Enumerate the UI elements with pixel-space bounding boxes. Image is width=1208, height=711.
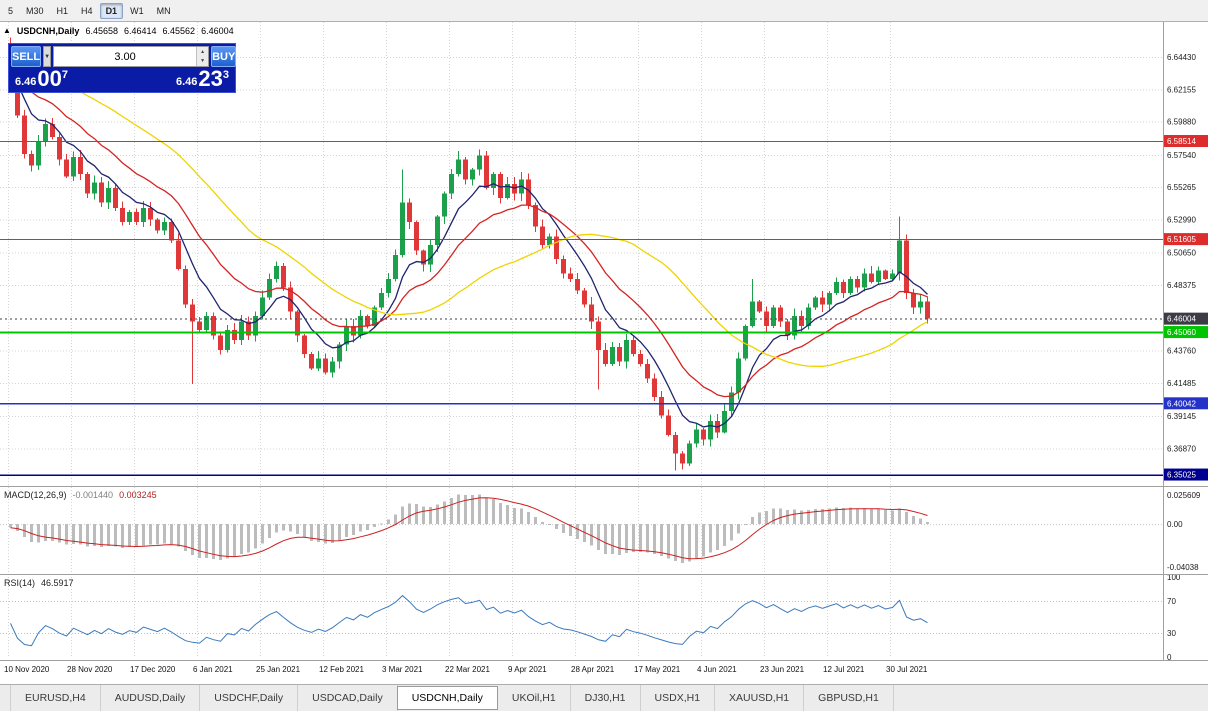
svg-text:6.57540: 6.57540 (1167, 151, 1196, 160)
svg-text:6.48375: 6.48375 (1167, 281, 1196, 290)
chart-tab-xauusd[interactable]: XAUUSD,H1 (715, 685, 805, 711)
svg-text:6.52990: 6.52990 (1167, 215, 1196, 224)
svg-text:28 Apr 2021: 28 Apr 2021 (571, 665, 615, 674)
svg-text:100: 100 (1167, 573, 1181, 582)
timeframe-button-d1[interactable]: D1 (99, 2, 124, 19)
sell-price: 6.46 00 7 (15, 66, 69, 91)
svg-text:6.39145: 6.39145 (1167, 412, 1196, 421)
svg-text:0.025609: 0.025609 (1167, 491, 1201, 500)
svg-text:6.55265: 6.55265 (1167, 183, 1196, 192)
timeframe-button-h4[interactable]: H4 (81, 5, 93, 16)
horizontal-lines[interactable] (0, 141, 1163, 476)
svg-text:30 Jul 2021: 30 Jul 2021 (886, 665, 928, 674)
svg-text:30: 30 (1167, 629, 1176, 638)
macd-axis-labels: 0.025609 0.00 -0.04038 (1167, 491, 1201, 572)
svg-text:6.51605: 6.51605 (1167, 235, 1196, 244)
volume-dropdown-button[interactable]: ▼ (43, 46, 52, 67)
svg-text:6.43760: 6.43760 (1167, 347, 1196, 356)
rsi-label: RSI(14) 46.5917 (4, 578, 74, 588)
chart-tab-gbpusd[interactable]: GBPUSD,H1 (804, 685, 894, 711)
svg-text:12 Feb 2021: 12 Feb 2021 (319, 665, 364, 674)
chart-canvas[interactable]: 6.64430 6.62155 6.59880 6.57540 6.55265 6.529… (0, 22, 1208, 684)
svg-text:10 Nov 2020: 10 Nov 2020 (4, 665, 50, 674)
ohlc-low: 6.45562 (162, 26, 196, 36)
chart-tab-audusd[interactable]: AUDUSD,Daily (101, 685, 201, 711)
ma-lines (9, 61, 928, 428)
svg-text:0.00: 0.00 (1167, 520, 1183, 529)
volume-field: ▲ ▼ (53, 46, 210, 67)
svg-text:6.45060: 6.45060 (1167, 328, 1196, 337)
chart-tab-usdchf[interactable]: USDCHF,Daily (200, 685, 299, 711)
chart-tab-dj30[interactable]: DJ30,H1 (571, 685, 641, 711)
svg-text:25 Jan 2021: 25 Jan 2021 (256, 665, 301, 674)
ohlc-open: 6.45658 (85, 26, 118, 36)
svg-text:6.64430: 6.64430 (1167, 53, 1196, 62)
timeframe-button-m30[interactable]: M30 (26, 5, 44, 16)
chart-tab-ukoil[interactable]: UKOil,H1 (498, 685, 571, 711)
symbol-tab-bar: EURUSD,H4 AUDUSD,Daily USDCHF,Daily USDCAD,… (0, 684, 1208, 711)
symbol-marker-icon: ▲ (3, 26, 11, 35)
sell-button[interactable]: SELL (11, 46, 42, 67)
svg-text:17 Dec 2020: 17 Dec 2020 (130, 665, 176, 674)
svg-text:6.50650: 6.50650 (1167, 249, 1196, 258)
svg-text:9 Apr 2021: 9 Apr 2021 (508, 665, 547, 674)
svg-text:6.59880: 6.59880 (1167, 118, 1196, 127)
timeframe-button-5[interactable]: 5 (8, 5, 14, 16)
chart-tab-usdx[interactable]: USDX,H1 (641, 685, 716, 711)
svg-text:6.40042: 6.40042 (1167, 399, 1196, 408)
symbol-label: USDCNH,Daily (16, 26, 80, 36)
svg-text:6.41485: 6.41485 (1167, 379, 1196, 388)
chart-tab-usdcnh[interactable]: USDCNH,Daily (396, 686, 498, 710)
svg-text:6.36870: 6.36870 (1167, 444, 1196, 453)
timeframe-button-mn[interactable]: MN (156, 5, 171, 16)
macd-signal-value: 0.003245 (119, 490, 157, 500)
macd-panel (0, 494, 1163, 564)
svg-text:3 Mar 2021: 3 Mar 2021 (382, 665, 423, 674)
volume-spinner: ▲ ▼ (196, 47, 209, 66)
volume-up-button[interactable]: ▲ (197, 47, 209, 57)
chart-tab-usdcad[interactable]: USDCAD,Daily (298, 685, 398, 711)
svg-text:6.35025: 6.35025 (1167, 471, 1196, 480)
volume-input[interactable] (54, 47, 197, 66)
rsi-panel (0, 594, 1163, 647)
timeframe-toolbar: 5 M30 H1 H4 D1 W1 MN (0, 0, 1208, 22)
chart-tab-eurusd[interactable]: EURUSD,H4 (10, 685, 101, 711)
chart-info-line: ▲ USDCNH,Daily 6.45658 6.46414 6.45562 6… (3, 26, 234, 36)
panel-separators[interactable] (0, 22, 1208, 661)
date-axis[interactable]: 10 Nov 2020 28 Nov 2020 17 Dec 2020 6 Jan 2… (4, 665, 928, 674)
grid (0, 22, 1163, 658)
timeframe-button-w1[interactable]: W1 (130, 5, 144, 16)
buy-price: 6.46 23 3 (175, 66, 229, 91)
svg-text:28 Nov 2020: 28 Nov 2020 (67, 665, 113, 674)
ohlc-close: 6.46004 (201, 26, 234, 36)
ohlc-high: 6.46414 (123, 26, 157, 36)
rsi-axis-labels: 100 70 30 0 (1167, 573, 1181, 662)
svg-text:23 Jun 2021: 23 Jun 2021 (760, 665, 805, 674)
candles (8, 37, 930, 471)
volume-down-button[interactable]: ▼ (197, 56, 209, 66)
chart-window[interactable]: 6.64430 6.62155 6.59880 6.57540 6.55265 6.529… (0, 22, 1208, 684)
svg-text:-0.04038: -0.04038 (1167, 563, 1199, 572)
svg-text:6.58514: 6.58514 (1167, 137, 1196, 146)
price-badges: 6.58514 6.51605 6.46004 6.45060 6.40042 6.350… (1164, 135, 1208, 481)
svg-text:12 Jul 2021: 12 Jul 2021 (823, 665, 865, 674)
price-axis-labels[interactable]: 6.64430 6.62155 6.59880 6.57540 6.55265 6.529… (1167, 53, 1196, 453)
svg-text:17 May 2021: 17 May 2021 (634, 665, 681, 674)
svg-text:0: 0 (1167, 653, 1172, 662)
svg-text:6.46004: 6.46004 (1167, 315, 1196, 324)
svg-text:22 Mar 2021: 22 Mar 2021 (445, 665, 490, 674)
svg-text:70: 70 (1167, 597, 1176, 606)
buy-button[interactable]: BUY (211, 46, 237, 67)
macd-label: MACD(12,26,9) -0.001440 0.003245 (4, 490, 157, 500)
svg-text:6 Jan 2021: 6 Jan 2021 (193, 665, 233, 674)
rsi-value: 46.5917 (41, 578, 74, 588)
svg-text:4 Jun 2021: 4 Jun 2021 (697, 665, 737, 674)
svg-text:6.62155: 6.62155 (1167, 85, 1196, 94)
timeframe-button-h1[interactable]: H1 (56, 5, 69, 16)
macd-main-value: -0.001440 (72, 490, 114, 500)
